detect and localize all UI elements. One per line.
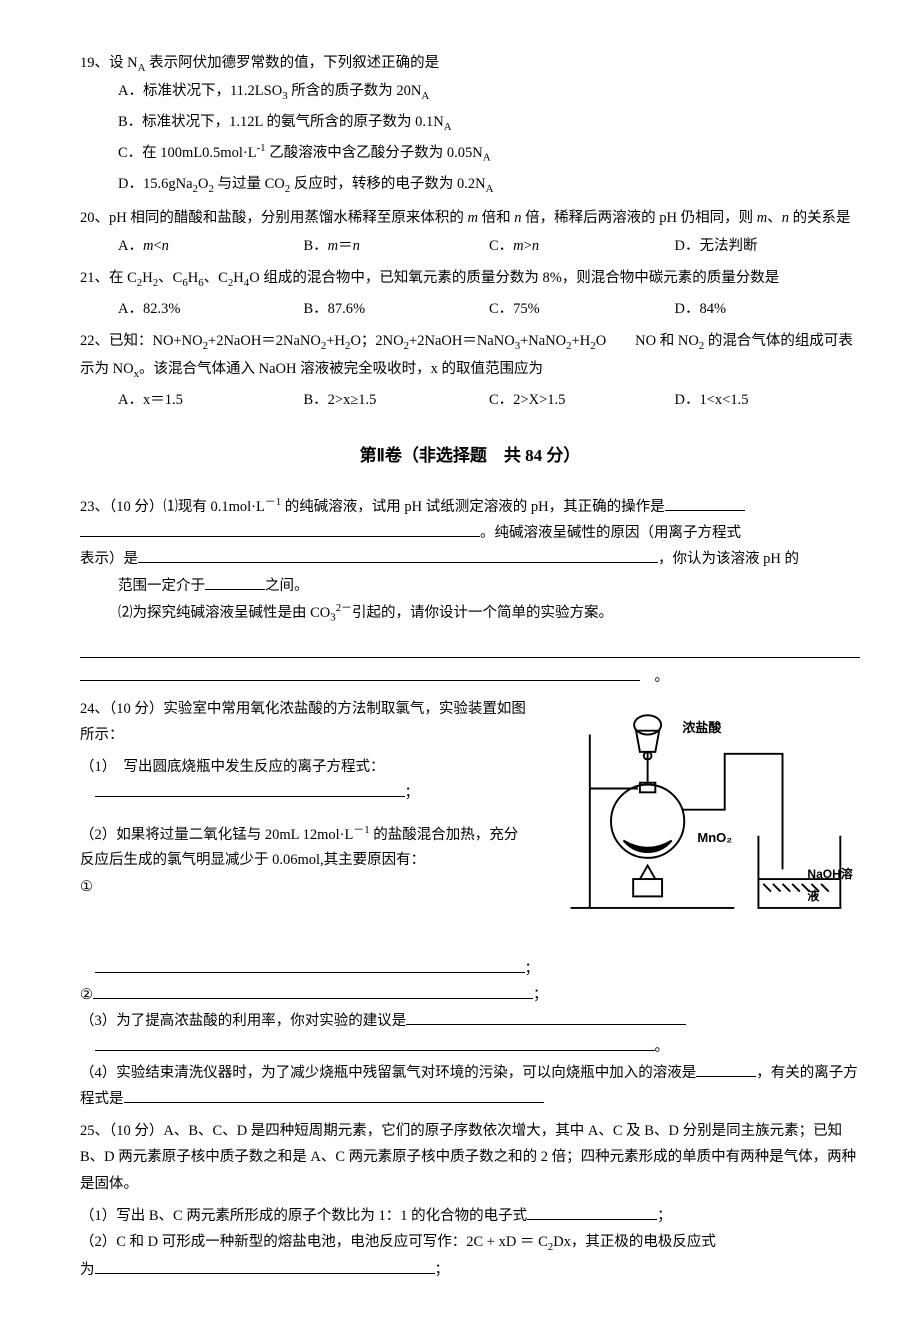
blank bbox=[95, 1050, 655, 1051]
q23-p1e: 范围一定介于 bbox=[118, 578, 205, 594]
q21-opt-c: C．75% bbox=[489, 296, 675, 322]
blank bbox=[124, 1102, 544, 1103]
q24-p2a-blank: ； bbox=[80, 956, 860, 982]
q19-stem: 19、设 NA 表示阿伏加德罗常数的值，下列叙述正确的是 bbox=[80, 50, 860, 78]
q22-opt-a: A．x＝1.5 bbox=[118, 387, 304, 413]
q23-p1f: 之间。 bbox=[265, 578, 309, 594]
q24-text-col: 24、（10 分）实验室中常用氧化浓盐酸的方法制取氯气，实验装置如图所示： （1… bbox=[80, 696, 532, 956]
q22-opt-c: C．2>X>1.5 bbox=[489, 387, 675, 413]
blank bbox=[406, 1024, 686, 1025]
q19-opt-d: D．15.6gNa2O2 与过量 CO2 反应时，转移的电子数为 0.2NA bbox=[118, 171, 860, 199]
q20-opt-d: D．无法判断 bbox=[675, 233, 861, 259]
blank bbox=[80, 680, 640, 681]
q22-options: A．x＝1.5 B．2>x≥1.5 C．2>X>1.5 D．1<x<1.5 bbox=[118, 387, 860, 413]
q20-stem: 20、pH 相同的醋酸和盐酸，分别用蒸馏水稀释至原来体积的 m 倍和 n 倍，稀… bbox=[80, 205, 860, 231]
q22-stem: 22、已知：NO+NO2+2NaOH＝2NaNO2+H2O；2NO2+2NaOH… bbox=[80, 328, 860, 385]
q24-p4a: （4）实验结束清洗仪器时，为了减少烧瓶中残留氯气对环境的污染，可以向烧瓶中加入的… bbox=[80, 1065, 696, 1081]
question-22: 22、已知：NO+NO2+2NaOH＝2NaNO2+H2O；2NO2+2NaOH… bbox=[80, 328, 860, 413]
q24-p2: （2）如果将过量二氧化锰与 20mL 12mol·L－1 的盐酸混合加热，充分反… bbox=[80, 821, 532, 874]
blank bbox=[95, 972, 525, 973]
q24-stem: 24、（10 分）实验室中常用氧化浓盐酸的方法制取氯气，实验装置如图所示： bbox=[80, 696, 532, 748]
q24-p3-blank2: 。 bbox=[80, 1034, 860, 1060]
q19-opt-c: C．在 100mL0.5mol·L-1 乙酸溶液中含乙酸分子数为 0.05NA bbox=[118, 139, 860, 168]
q22-opt-d: D．1<x<1.5 bbox=[675, 387, 861, 413]
q24-p2a: ① bbox=[80, 874, 532, 900]
q24-figure: 浓盐酸 MnO₂ NaOH溶液 bbox=[532, 696, 860, 956]
q25-stem: 25、（10 分）A、B、C、D 是四种短周期元素，它们的原子序数依次增大，其中… bbox=[80, 1118, 860, 1196]
question-23: 23、（10 分）⑴现有 0.1mol·L－1 的纯碱溶液，试用 pH 试纸测定… bbox=[80, 493, 860, 690]
blank bbox=[665, 510, 745, 511]
blank bbox=[696, 1076, 756, 1077]
q21-opt-a: A．82.3% bbox=[118, 296, 304, 322]
q19-options: A．标准状况下，11.2LSO3 所含的质子数为 20NA B．标准状况下，1.… bbox=[118, 78, 860, 199]
question-24: 24、（10 分）实验室中常用氧化浓盐酸的方法制取氯气，实验装置如图所示： （1… bbox=[80, 696, 860, 1112]
q24-p1: （1） 写出圆底烧瓶中发生反应的离子方程式： bbox=[80, 754, 532, 780]
q24-p2b: ② bbox=[80, 987, 93, 1003]
q25-p2b: 为 bbox=[80, 1262, 95, 1278]
q24-p1-blank: ； bbox=[80, 780, 532, 806]
q23-line3: 表示）是 ，你认为该溶液 pH 的 bbox=[80, 546, 860, 572]
fig-label-naoh: NaOH溶液 bbox=[807, 864, 860, 907]
q23-p1c: 表示）是 bbox=[80, 551, 138, 567]
blank bbox=[95, 796, 405, 797]
question-20: 20、pH 相同的醋酸和盐酸，分别用蒸馏水稀释至原来体积的 m 倍和 n 倍，稀… bbox=[80, 205, 860, 259]
q24-p3: （3）为了提高浓盐酸的利用率，你对实验的建议是 bbox=[80, 1013, 406, 1029]
blank bbox=[95, 1273, 435, 1274]
question-21: 21、在 C2H2、C6H6、C2H4O 组成的混合物中，已知氧元素的质量分数为… bbox=[80, 265, 860, 322]
q25-p2b-line: 为； bbox=[80, 1257, 860, 1283]
q23-p2: ⑵为探究纯碱溶液呈碱性是由 CO32－引起的，请你设计一个简单的实验方案。 bbox=[118, 599, 860, 628]
q21-stem: 21、在 C2H2、C6H6、C2H4O 组成的混合物中，已知氧元素的质量分数为… bbox=[80, 265, 860, 293]
q24-p4-line: （4）实验结束清洗仪器时，为了减少烧瓶中残留氯气对环境的污染，可以向烧瓶中加入的… bbox=[80, 1060, 860, 1112]
q23-p1a: 23、（10 分）⑴现有 0.1mol·L－1 的纯碱溶液，试用 pH 试纸测定… bbox=[80, 499, 665, 515]
question-19: 19、设 NA 表示阿伏加德罗常数的值，下列叙述正确的是 A．标准状况下，11.… bbox=[80, 50, 860, 199]
q25-p2a: （2）C 和 D 可形成一种新型的熔盐电池，电池反应可写作：2C + xD ＝ … bbox=[80, 1229, 860, 1257]
q19-opt-b: B．标准状况下，1.12L 的氨气所含的原子数为 0.1NA bbox=[118, 109, 860, 137]
question-25: 25、（10 分）A、B、C、D 是四种短周期元素，它们的原子序数依次增大，其中… bbox=[80, 1118, 860, 1283]
q23-p1d: ，你认为该溶液 pH 的 bbox=[658, 551, 799, 567]
blank-line bbox=[80, 634, 860, 658]
q23-p1: 23、（10 分）⑴现有 0.1mol·L－1 的纯碱溶液，试用 pH 试纸测定… bbox=[80, 493, 860, 520]
blank bbox=[205, 589, 265, 590]
blank bbox=[93, 998, 533, 999]
q25-p1: （1）写出 B、C 两元素所形成的原子个数比为 1：1 的化合物的电子式 bbox=[80, 1208, 527, 1224]
q23-p1b: 。纯碱溶液呈碱性的原因（用离子方程式 bbox=[480, 525, 741, 541]
section-2-title: 第Ⅱ卷（非选择题 共 84 分） bbox=[80, 441, 860, 472]
q21-options: A．82.3% B．87.6% C．75% D．84% bbox=[118, 296, 860, 322]
q19-opt-a: A．标准状况下，11.2LSO3 所含的质子数为 20NA bbox=[118, 78, 860, 106]
blank bbox=[527, 1219, 657, 1220]
q23-line4: 范围一定介于 之间。 bbox=[118, 573, 860, 599]
blank bbox=[80, 536, 480, 537]
q21-opt-b: B．87.6% bbox=[304, 296, 490, 322]
q24-p3-line: （3）为了提高浓盐酸的利用率，你对实验的建议是 bbox=[80, 1008, 860, 1034]
fig-label-hcl: 浓盐酸 bbox=[682, 716, 721, 739]
q23-line2: 。纯碱溶液呈碱性的原因（用离子方程式 bbox=[80, 520, 860, 546]
q20-opt-a: A．m<n bbox=[118, 233, 304, 259]
fig-label-mno2: MnO₂ bbox=[697, 826, 732, 849]
q20-options: A．m<n B．m＝n C．m>n D．无法判断 bbox=[118, 233, 860, 259]
q25-p1-line: （1）写出 B、C 两元素所形成的原子个数比为 1：1 的化合物的电子式； bbox=[80, 1203, 860, 1229]
q23-endline: 。 bbox=[80, 664, 860, 690]
q24-p2b-line: ②； bbox=[80, 982, 860, 1008]
q21-opt-d: D．84% bbox=[675, 296, 861, 322]
q20-opt-b: B．m＝n bbox=[304, 233, 490, 259]
blank bbox=[138, 562, 658, 563]
q20-opt-c: C．m>n bbox=[489, 233, 675, 259]
q22-opt-b: B．2>x≥1.5 bbox=[304, 387, 490, 413]
